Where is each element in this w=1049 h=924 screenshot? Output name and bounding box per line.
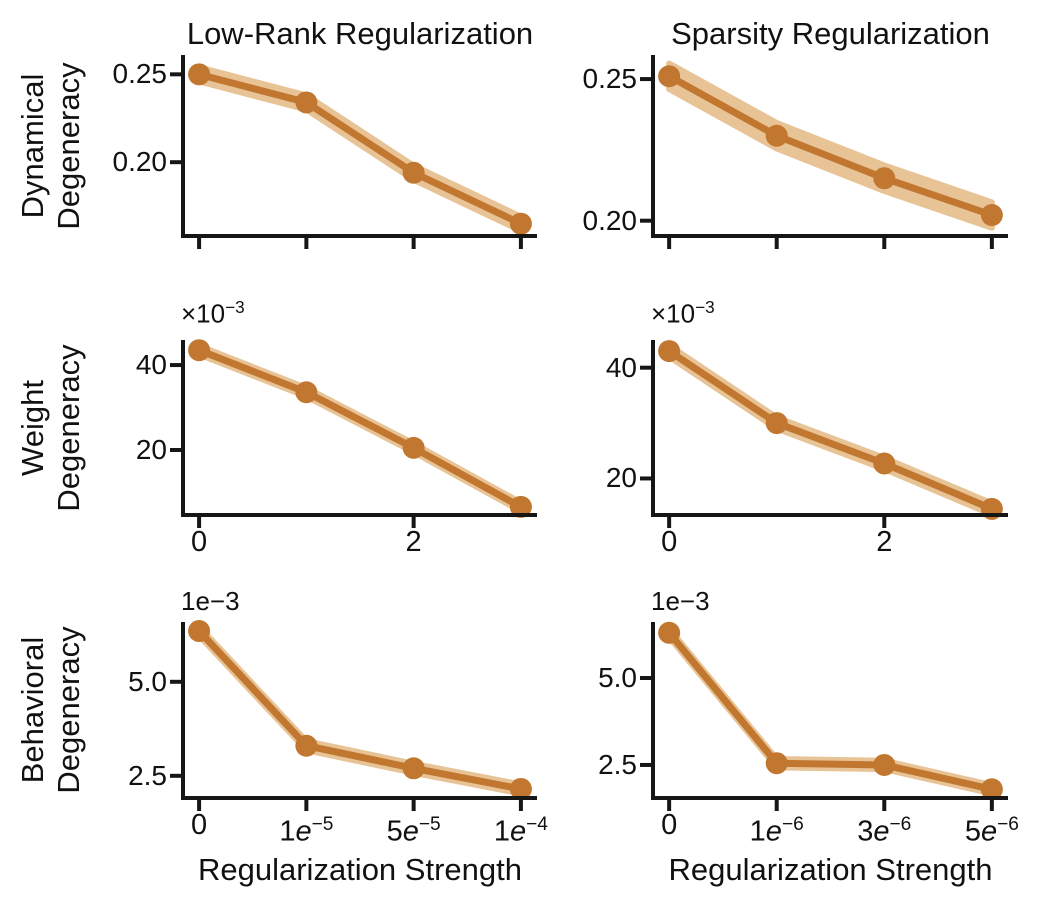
- data-point: [765, 124, 788, 147]
- subplot-dynamical-sparsity: 0.20 0.25: [583, 55, 1008, 249]
- data-point: [295, 734, 318, 757]
- xlabel-regularization-strength-right: Regularization Strength: [668, 852, 993, 887]
- x-tick-label: 0: [661, 809, 678, 841]
- confidence-band: [666, 625, 995, 797]
- y-tick-label: 2.5: [598, 748, 637, 780]
- data-point: [188, 339, 211, 362]
- axis-spines: [651, 55, 1008, 238]
- x-tick-label: 2: [876, 526, 893, 558]
- y-tick-label: 0.25: [582, 63, 638, 95]
- data-point: [188, 620, 211, 643]
- y-tick-label: 0.20: [582, 204, 638, 236]
- y-axis-offset-text: ×10−3: [181, 297, 245, 329]
- x-tick-label: 1e−5: [279, 814, 334, 848]
- plot-area-dynamical-low-rank: [170, 55, 537, 249]
- x-tick-label: 0: [661, 526, 678, 558]
- subplot-behavioral-low-rank: 2.5 5.0 0 1e−5 5e−5 1e−4 1e−3: [128, 586, 548, 848]
- axis-spines: [181, 55, 537, 238]
- y-tick-label: 20: [605, 462, 637, 494]
- data-point: [402, 161, 425, 184]
- y-axis-offset-text: ×10−3: [651, 297, 715, 329]
- data-line: [195, 346, 525, 511]
- subplot-dynamical-low-rank: 0.20 0.25: [113, 55, 537, 249]
- y-tick-label: 5.0: [598, 662, 637, 693]
- x-tick-label: 3e−6: [857, 814, 912, 848]
- plot-area-behavioral-sparsity: [640, 621, 1008, 811]
- plot-area-weight-sparsity: [640, 340, 1008, 528]
- axis-spines: [651, 622, 1008, 800]
- data-point: [765, 412, 788, 435]
- data-line: [195, 627, 525, 793]
- data-line: [665, 629, 996, 793]
- subplot-weight-low-rank: 20 40 0 2 ×10−3: [136, 297, 537, 558]
- data-point: [658, 65, 681, 88]
- data-point: [980, 778, 1003, 801]
- data-point: [873, 452, 896, 475]
- data-point: [980, 204, 1003, 227]
- y-axis-offset-text: 1e−3: [651, 586, 710, 616]
- subplot-behavioral-sparsity: 2.5 5.0 0 1e−6 3e−6 5e−6 1e−3: [598, 586, 1019, 848]
- data-point: [658, 340, 681, 363]
- data-line: [665, 347, 996, 513]
- y-tick-label: 40: [135, 349, 167, 381]
- data-point: [402, 757, 425, 780]
- data-point: [873, 167, 896, 190]
- x-tick-label: 1e−6: [749, 814, 804, 848]
- y-tick-label: 40: [605, 351, 637, 383]
- confidence-band: [196, 64, 524, 234]
- x-tick-label: 0: [191, 526, 208, 558]
- data-point: [509, 495, 532, 518]
- plot-area-weight-low-rank: [170, 339, 537, 528]
- data-point: [509, 212, 532, 235]
- data-point: [295, 381, 318, 404]
- data-point: [765, 752, 788, 775]
- subplot-weight-sparsity: 20 40 0 2 ×10−3: [606, 297, 1008, 558]
- y-tick-label: 0.25: [112, 58, 168, 90]
- y-tick-label: 2.5: [128, 759, 167, 791]
- data-point: [188, 63, 211, 86]
- data-line: [195, 70, 525, 228]
- column-title-low-rank: Low-Rank Regularization: [186, 16, 534, 51]
- x-tick-label: 1e−4: [493, 814, 548, 848]
- data-point: [295, 91, 318, 114]
- data-point: [873, 753, 896, 776]
- axis-spines: [651, 340, 1008, 517]
- y-tick-label: 5.0: [128, 665, 167, 697]
- confidence-band: [196, 623, 524, 797]
- xlabel-regularization-strength-left: Regularization Strength: [198, 852, 522, 887]
- column-title-sparsity: Sparsity Regularization: [671, 16, 990, 51]
- x-tick-label: 5e−5: [386, 814, 441, 848]
- y-axis-offset-text: 1e−3: [181, 586, 240, 616]
- x-tick-label: 0: [191, 809, 208, 841]
- confidence-band: [666, 60, 995, 231]
- plot-area-dynamical-sparsity: [640, 55, 1008, 249]
- y-tick-label: 20: [135, 434, 167, 465]
- axis-spines: [181, 340, 537, 517]
- data-point: [402, 436, 425, 459]
- plot-area-behavioral-low-rank: [170, 620, 537, 811]
- x-tick-label: 5e−6: [964, 814, 1019, 848]
- data-line: [665, 72, 996, 219]
- x-tick-label: 2: [405, 526, 422, 558]
- data-point: [658, 621, 681, 644]
- y-tick-label: 0.20: [112, 146, 168, 178]
- data-point: [509, 777, 532, 800]
- axis-spines: [181, 622, 537, 800]
